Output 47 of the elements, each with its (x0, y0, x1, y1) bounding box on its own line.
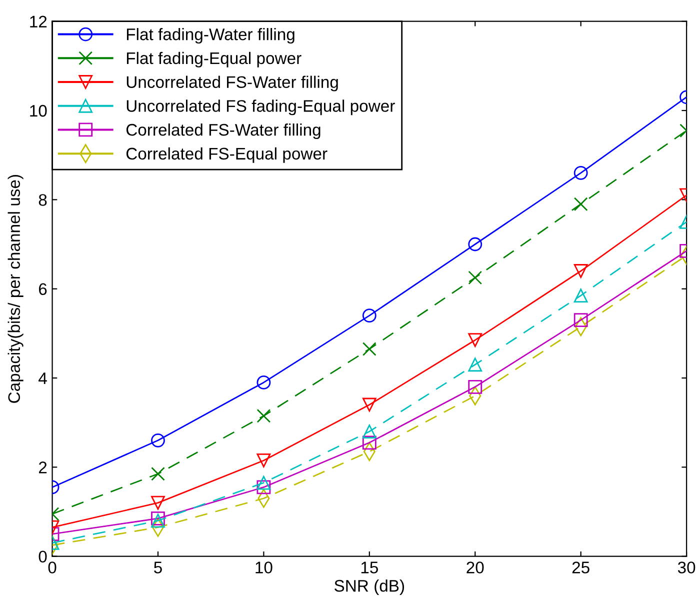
legend-label: Flat fading-Equal power (126, 52, 302, 68)
point (362, 342, 376, 356)
point (151, 514, 165, 528)
x-tick-label: 30 (678, 562, 696, 574)
point (256, 476, 271, 490)
legend-label: Correlated FS-Equal power (126, 147, 328, 163)
x-tick-label: 0 (48, 562, 56, 574)
legend-label: Uncorrelated FS fading-Equal power (126, 100, 395, 116)
x-tick-label: 20 (466, 562, 484, 574)
point (574, 166, 588, 180)
point (151, 433, 165, 448)
legend-label: Flat fading-Water filling (126, 28, 294, 44)
y-tick-label: 12 (30, 16, 47, 28)
legend-label: Correlated FS-Water filling (126, 123, 320, 140)
x-axis-title: SNR (dB) (334, 579, 404, 596)
y-tick-label: 6 (38, 283, 47, 296)
point (468, 380, 482, 394)
point (468, 333, 482, 348)
point (362, 308, 376, 323)
legend-label: Uncorrelated FS-Water filling (126, 76, 338, 92)
point (362, 436, 376, 450)
point (151, 511, 165, 526)
x-tick-label: 15 (361, 562, 378, 574)
point (468, 237, 482, 252)
point (256, 408, 271, 423)
point (574, 288, 588, 302)
point (256, 480, 271, 494)
x-tick-label: 10 (256, 562, 272, 574)
y-tick-label: 4 (38, 372, 47, 384)
y-tick-label: 0 (38, 550, 47, 563)
point (151, 466, 165, 481)
y-tick-label: 2 (38, 462, 47, 474)
point (468, 270, 482, 285)
y-tick-label: 10 (30, 104, 47, 117)
point (574, 197, 588, 212)
y-axis-title: Capacity(bits/ per channel use) (8, 174, 24, 403)
point (256, 454, 271, 468)
x-tick-label: 5 (154, 562, 162, 574)
point (256, 376, 271, 390)
point (574, 264, 588, 278)
point (468, 358, 482, 372)
point (151, 496, 165, 510)
x-tick-label: 25 (572, 562, 590, 574)
point (362, 424, 376, 438)
y-tick-label: 8 (38, 194, 47, 206)
point (574, 313, 588, 327)
point (362, 398, 376, 412)
